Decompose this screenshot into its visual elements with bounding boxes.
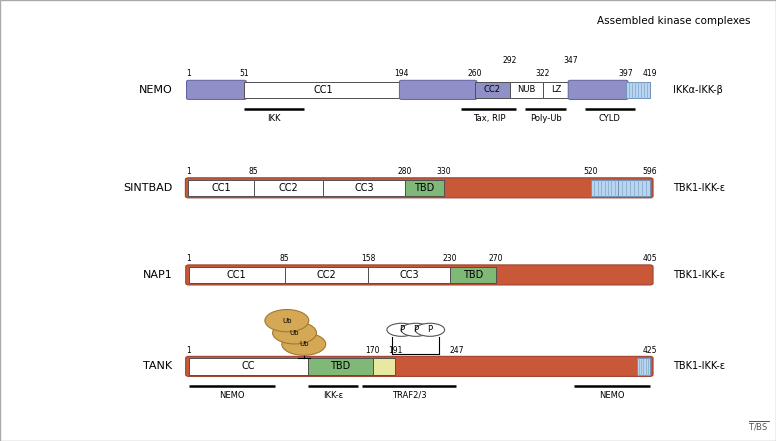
Text: IKKα-IKK-β: IKKα-IKK-β [673, 85, 723, 95]
Text: TBD: TBD [331, 361, 351, 371]
Text: 194: 194 [394, 69, 409, 78]
Text: IKK-ε: IKK-ε [324, 391, 344, 400]
FancyBboxPatch shape [568, 80, 628, 100]
Text: 596: 596 [643, 167, 657, 176]
Bar [450, 267, 496, 283]
Ellipse shape [401, 323, 431, 336]
Text: 397: 397 [618, 69, 633, 78]
Ellipse shape [265, 310, 309, 332]
FancyBboxPatch shape [400, 80, 476, 100]
Text: TBK1-IKK-ε: TBK1-IKK-ε [673, 270, 726, 280]
Ellipse shape [272, 322, 317, 344]
Text: CYLD: CYLD [599, 114, 621, 123]
Text: CC3: CC3 [400, 270, 419, 280]
Text: 85: 85 [280, 254, 289, 263]
Text: CC2: CC2 [317, 270, 336, 280]
Text: Ub: Ub [299, 341, 309, 347]
Text: 330: 330 [436, 167, 451, 176]
Bar [405, 179, 444, 196]
Ellipse shape [387, 323, 416, 336]
Bar [372, 358, 396, 375]
Text: $\overline{\mathregular{T/BS}}$: $\overline{\mathregular{T/BS}}$ [748, 419, 769, 433]
Text: P: P [428, 325, 432, 334]
Text: CC2: CC2 [483, 86, 501, 94]
Bar [324, 179, 405, 196]
Text: 51: 51 [239, 69, 249, 78]
Text: Assembled kinase complexes: Assembled kinase complexes [597, 16, 750, 26]
Text: CC2: CC2 [279, 183, 299, 193]
Text: LZ: LZ [552, 86, 562, 94]
Text: CC1: CC1 [211, 183, 230, 193]
Text: Ub: Ub [282, 318, 292, 324]
Text: 1: 1 [186, 167, 191, 176]
FancyBboxPatch shape [185, 356, 653, 376]
Bar [591, 179, 618, 196]
FancyBboxPatch shape [186, 80, 246, 100]
Text: NEMO: NEMO [599, 391, 625, 400]
FancyBboxPatch shape [185, 265, 653, 285]
Text: SINTBAD: SINTBAD [123, 183, 172, 193]
Bar [189, 267, 285, 283]
Text: TRAF2/3: TRAF2/3 [392, 391, 426, 400]
Text: Poly-Ub: Poly-Ub [530, 114, 562, 123]
Text: Tax, RIP: Tax, RIP [473, 114, 505, 123]
Text: TBD: TBD [463, 270, 483, 280]
Text: 419: 419 [643, 69, 657, 78]
Text: CC3: CC3 [355, 183, 374, 193]
Text: TBK1-IKK-ε: TBK1-IKK-ε [673, 361, 726, 371]
Bar [475, 82, 510, 98]
Bar [368, 267, 450, 283]
Text: 520: 520 [584, 167, 598, 176]
Text: 260: 260 [467, 69, 482, 78]
Bar [625, 82, 650, 98]
Text: 158: 158 [361, 254, 376, 263]
Text: CC1: CC1 [227, 270, 247, 280]
Text: NAP1: NAP1 [143, 270, 172, 280]
Text: TBD: TBD [414, 183, 435, 193]
Text: 292: 292 [503, 56, 517, 65]
Text: 230: 230 [443, 254, 458, 263]
Bar [543, 82, 570, 98]
Text: 405: 405 [643, 254, 657, 263]
Text: TBK1-IKK-ε: TBK1-IKK-ε [673, 183, 726, 193]
Text: 191: 191 [388, 346, 403, 355]
Bar [637, 358, 650, 375]
Text: Ub: Ub [289, 330, 300, 336]
Bar [510, 82, 543, 98]
Text: 85: 85 [249, 167, 258, 176]
Text: 247: 247 [449, 346, 463, 355]
Bar [285, 267, 368, 283]
Text: 1: 1 [186, 254, 191, 263]
Text: 425: 425 [643, 346, 657, 355]
Text: NUB: NUB [517, 86, 535, 94]
Ellipse shape [415, 323, 445, 336]
Text: 322: 322 [535, 69, 550, 78]
Ellipse shape [282, 333, 326, 355]
Text: NEMO: NEMO [219, 391, 244, 400]
Text: 270: 270 [489, 254, 503, 263]
Bar [254, 179, 324, 196]
Text: 1: 1 [186, 346, 191, 355]
Bar [189, 179, 254, 196]
Bar [244, 82, 402, 98]
FancyBboxPatch shape [185, 178, 653, 198]
Text: NEMO: NEMO [139, 85, 172, 95]
Text: P: P [399, 325, 404, 334]
Text: CC1: CC1 [313, 85, 333, 95]
Text: 347: 347 [563, 56, 578, 65]
Bar [308, 358, 372, 375]
Text: 170: 170 [365, 346, 379, 355]
Text: TANK: TANK [143, 361, 172, 371]
Text: 111: 111 [301, 346, 316, 355]
Bar [618, 179, 650, 196]
Bar [189, 358, 308, 375]
Text: CC: CC [242, 361, 255, 371]
Text: 280: 280 [397, 167, 412, 176]
Text: IKK: IKK [267, 114, 280, 123]
Text: P: P [413, 325, 418, 334]
Text: 1: 1 [186, 69, 191, 78]
